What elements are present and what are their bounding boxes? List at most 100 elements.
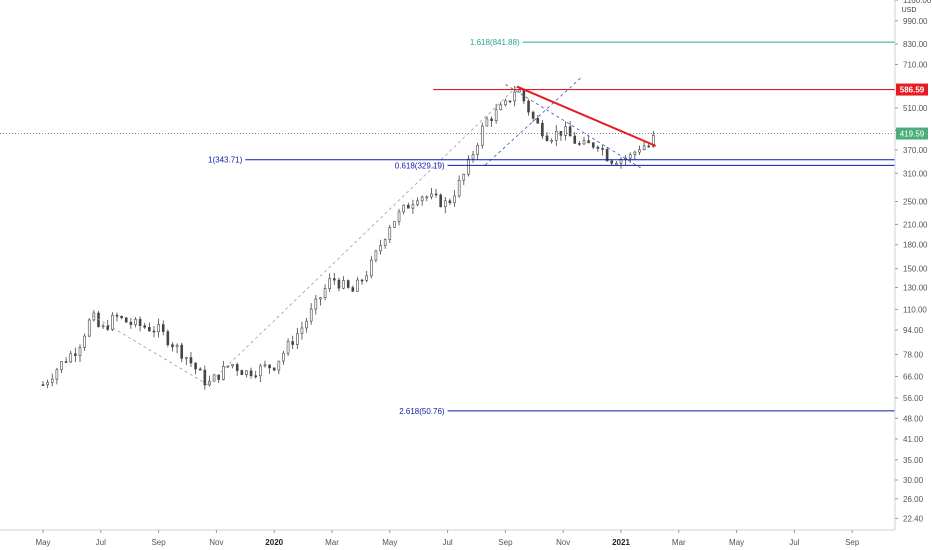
candle-body (194, 362, 197, 370)
candle-body (582, 140, 586, 145)
x-tick-label: May (729, 538, 744, 547)
x-tick-label: May (382, 538, 397, 547)
candle-body (319, 297, 322, 300)
y-tick-label: 78.00 (903, 351, 924, 360)
candle-body (383, 239, 387, 246)
y-tick-label: 370.00 (903, 146, 928, 155)
x-tick-label: 2021 (612, 538, 630, 547)
candle-body (365, 275, 368, 281)
y-tick-label: 66.00 (903, 372, 924, 381)
candle-body (235, 364, 239, 371)
candle-body (615, 162, 618, 165)
y-tick-label: 22.40 (903, 514, 924, 523)
candle-body (610, 160, 614, 164)
candle-body (46, 382, 49, 386)
x-tick-label: Jul (96, 538, 106, 547)
x-tick-label: Nov (209, 538, 223, 547)
y-tick-label: 210.00 (903, 220, 928, 229)
candle-body (222, 366, 225, 380)
x-tick-label: Sep (498, 538, 513, 547)
candle-body (513, 91, 516, 102)
candle-body (360, 279, 364, 282)
candle-body (485, 118, 489, 127)
x-tick-label: Jul (442, 538, 452, 547)
y-tick-label: 30.00 (903, 476, 924, 485)
candle-body (448, 200, 452, 204)
candle-body (254, 375, 258, 378)
candle-body (443, 200, 447, 208)
resistance-badge (896, 83, 928, 96)
candle-body (152, 330, 156, 333)
candle-body (259, 365, 262, 377)
candle-body (480, 125, 484, 146)
candle-body (471, 154, 475, 160)
candle-body (115, 314, 119, 317)
candle-body (476, 144, 479, 155)
price-axis[interactable]: 1160.00990.00830.00710.00510.00430.00370… (895, 0, 932, 523)
candle-body (596, 146, 600, 149)
candle-body (240, 370, 244, 375)
candle-body (388, 227, 392, 240)
candle-body (272, 367, 276, 371)
candle-body (453, 195, 456, 204)
candle-body (550, 139, 553, 142)
candle-body (527, 100, 530, 113)
candle-body (291, 341, 294, 345)
y-tick-label: 710.00 (903, 60, 928, 69)
candle-body (166, 331, 170, 345)
y-tick-label: 250.00 (903, 198, 928, 207)
y-tick-label: 94.00 (903, 326, 924, 335)
candle-body (531, 111, 535, 119)
candle-body (138, 318, 142, 327)
y-tick-label: 180.00 (903, 241, 928, 250)
x-tick-label: May (35, 538, 50, 547)
candle-body (333, 278, 336, 281)
candle-body (467, 158, 470, 175)
candle-body (268, 364, 271, 369)
x-tick-label: Mar (325, 538, 339, 547)
candle-body (430, 193, 433, 198)
resistance-badge-label: 586.59 (900, 86, 925, 95)
fib-level-label: 1.618(841.88) (470, 38, 520, 47)
candle-body (370, 259, 373, 277)
fib-level-label: 2.618(50.76) (399, 407, 445, 416)
candle-body (619, 158, 623, 164)
x-tick-label: Sep (845, 538, 860, 547)
candle-body (425, 196, 429, 199)
candle-body (508, 100, 512, 103)
candle-body (314, 298, 318, 310)
candle-body (74, 353, 77, 356)
candle-body (374, 250, 378, 261)
y-tick-label: 48.00 (903, 414, 924, 423)
candle-body (411, 204, 415, 209)
candle-body (406, 204, 410, 209)
candle-body (554, 131, 558, 141)
channel-line (505, 84, 642, 169)
time-axis[interactable]: May Jul Sep Nov 2020 Mar May Jul Sep Nov 2021 Mar Ma… (35, 530, 860, 547)
candle-body (189, 357, 193, 364)
candle-body (578, 143, 581, 145)
candle-body (605, 148, 609, 162)
candle-body (171, 344, 174, 348)
fib-level-label: 1(343.71) (208, 156, 243, 165)
candle-body (134, 318, 137, 325)
x-tick-label: Jul (789, 538, 799, 547)
candle-body (647, 145, 651, 148)
candle-body (263, 364, 267, 367)
candle-body (60, 361, 63, 371)
x-tick-label: Mar (672, 538, 686, 547)
candle-body (628, 154, 632, 159)
candle-body (180, 344, 184, 359)
y-tick-label: 150.00 (903, 265, 928, 274)
y-tick-label: 110.00 (903, 305, 927, 314)
candle-body (129, 321, 133, 325)
candle-body (106, 325, 110, 330)
candle-body (309, 308, 313, 322)
fib-swing-line (207, 86, 518, 385)
candle-body (457, 179, 461, 197)
x-tick-label: 2020 (265, 538, 283, 547)
candle-body (286, 341, 290, 354)
candle-body (517, 89, 521, 93)
candle-body (346, 280, 350, 288)
